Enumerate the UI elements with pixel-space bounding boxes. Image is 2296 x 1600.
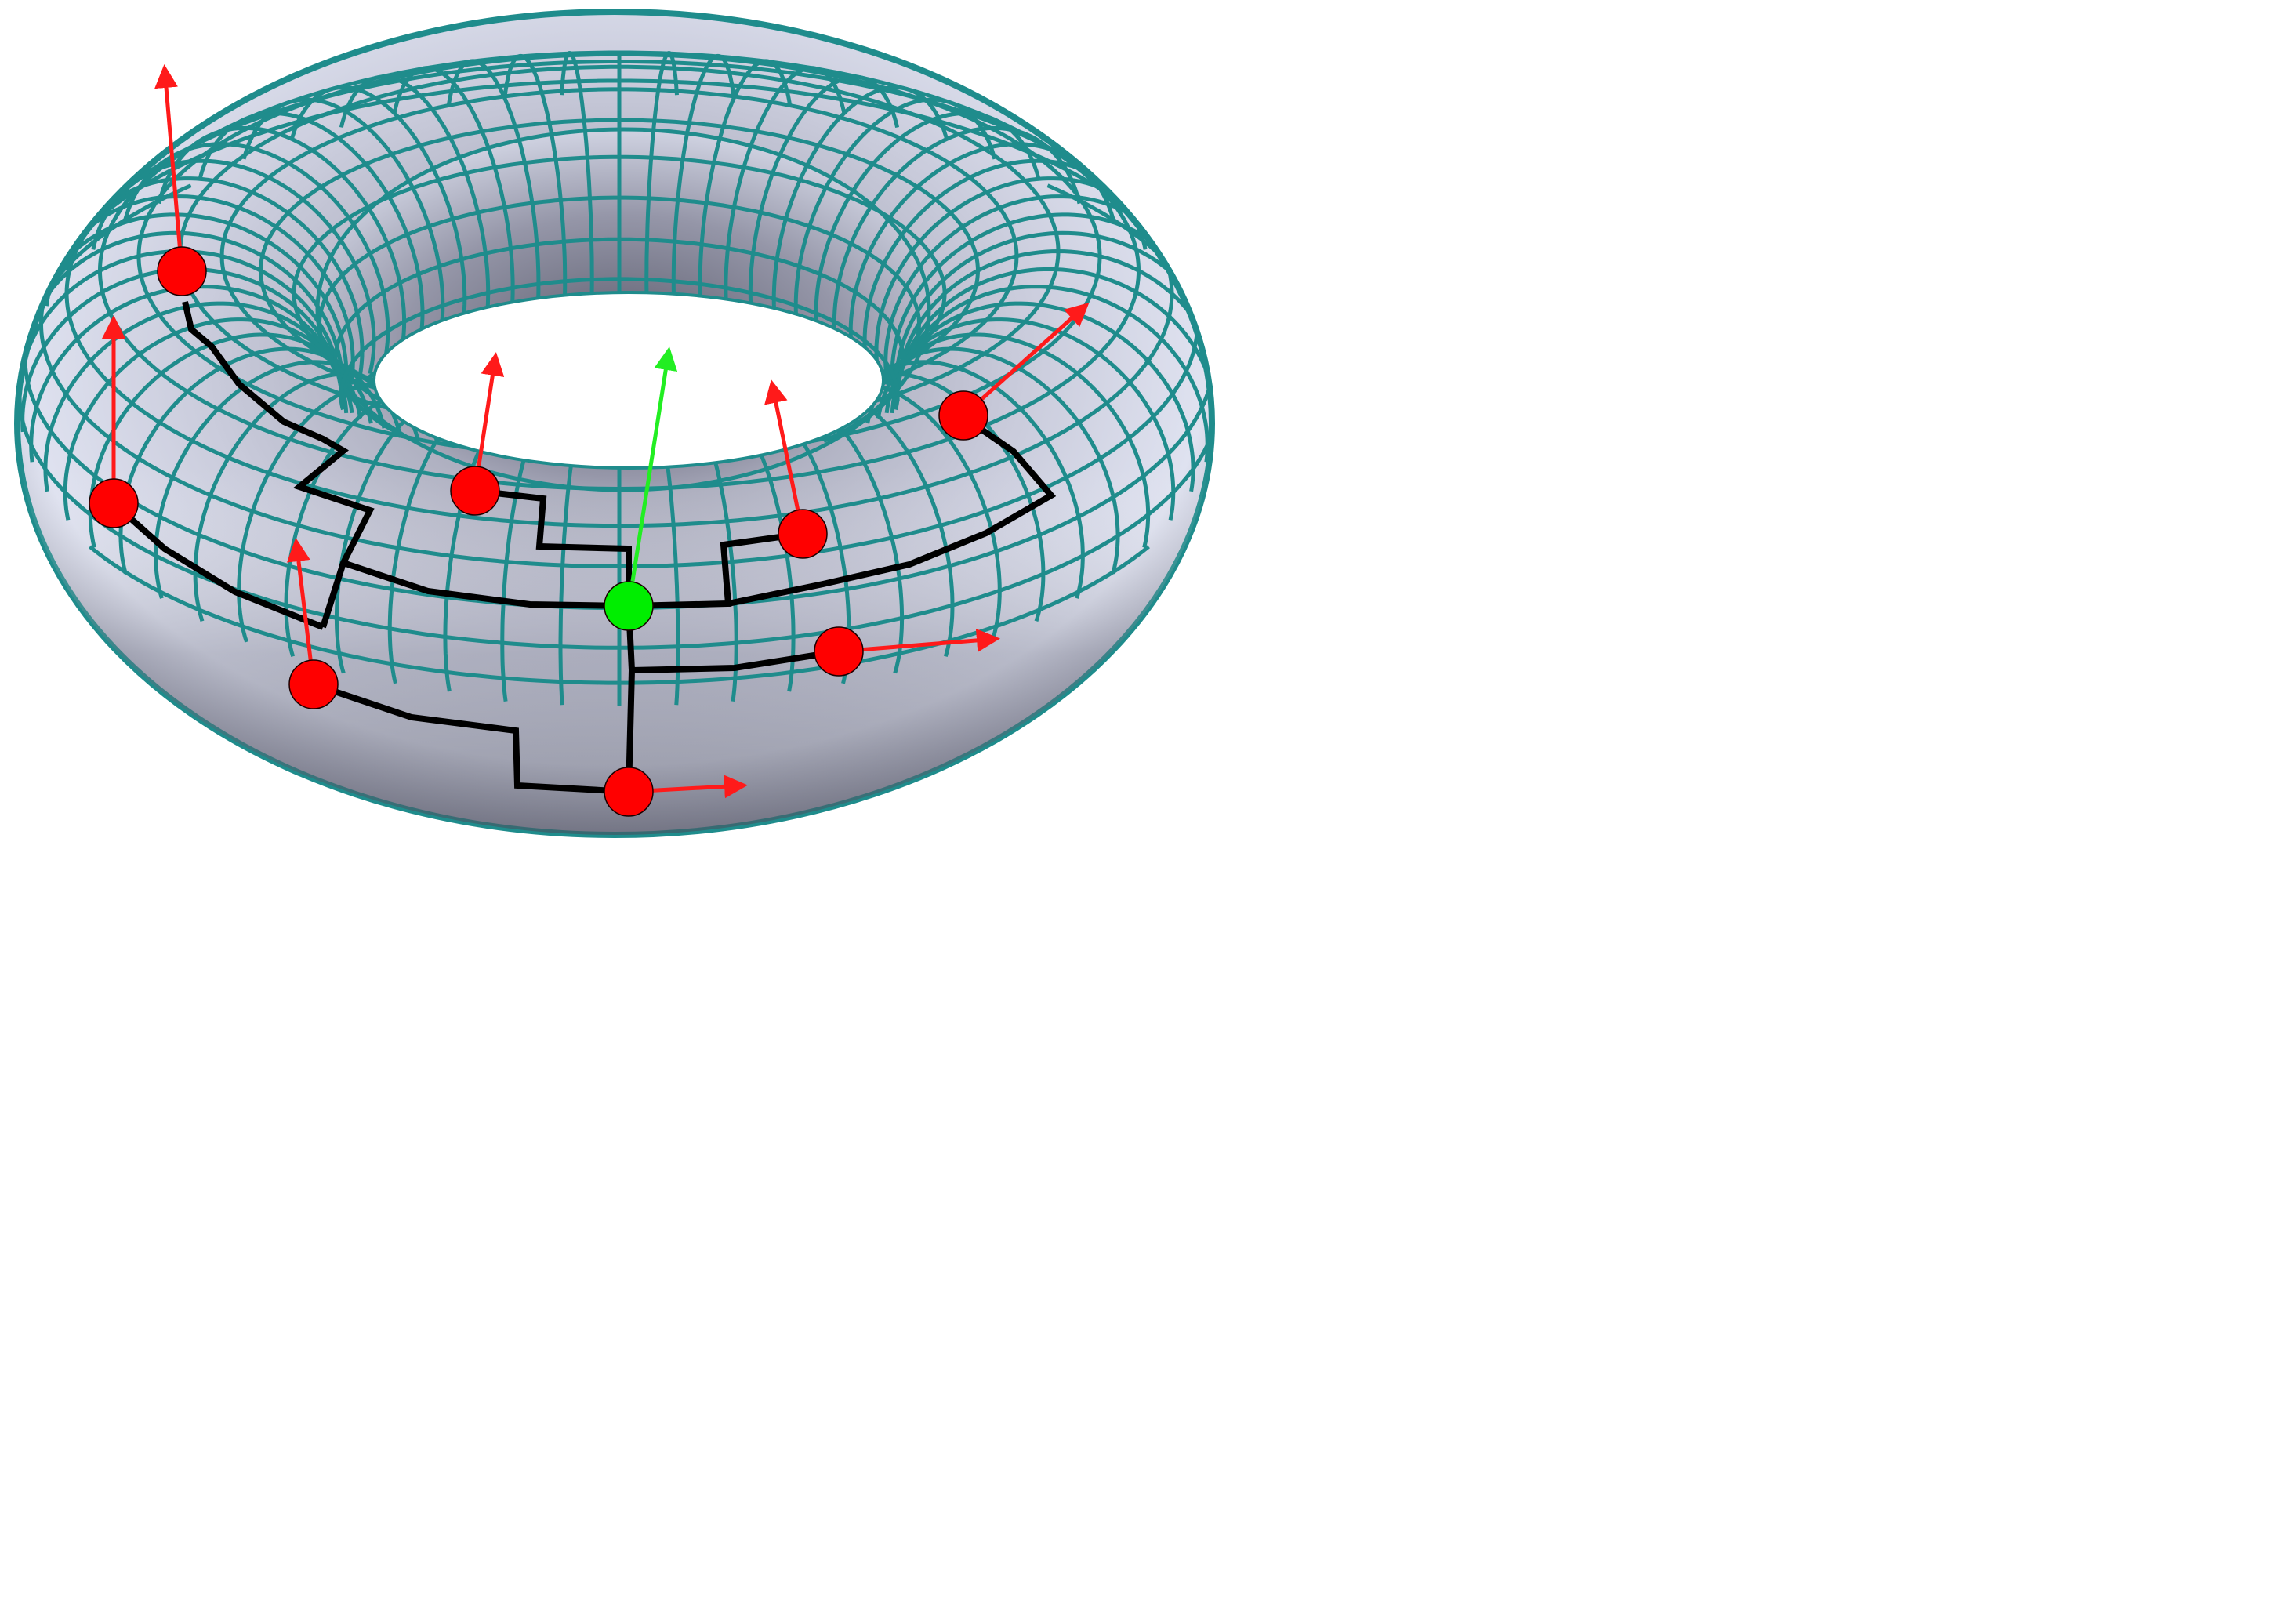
- mesh-line: [500, 643, 508, 702]
- mesh-line: [89, 545, 1150, 685]
- mesh-line: [771, 85, 949, 350]
- mesh-line: [334, 618, 346, 674]
- normal-arrow-up-right: [962, 302, 1090, 417]
- spanning-tree: [111, 301, 1057, 795]
- mesh-line: [1215, 366, 1219, 396]
- mesh-line: [793, 97, 997, 358]
- root-normal-arrow: [626, 346, 678, 607]
- mesh-line: [1111, 535, 1120, 575]
- leaf-node: [938, 390, 988, 441]
- mesh-line: [1142, 514, 1151, 548]
- mesh-line: [19, 365, 1210, 650]
- mesh-line: [97, 50, 1141, 492]
- torus-diagram: [0, 0, 1229, 857]
- mesh-line: [443, 637, 452, 692]
- mesh-line: [118, 535, 128, 575]
- mesh-line: [1216, 421, 1217, 432]
- leaf-node: [814, 626, 864, 677]
- mesh-line: [558, 646, 564, 706]
- tree-edge: [727, 424, 1057, 607]
- tree-edge: [474, 488, 632, 606]
- torus-scene: [14, 9, 1219, 838]
- mesh-line: [1168, 492, 1176, 521]
- mesh-line: [193, 574, 205, 622]
- mesh-line: [43, 469, 49, 492]
- tree-edge: [312, 681, 629, 795]
- leaf-node: [157, 246, 207, 296]
- mesh-line: [822, 358, 905, 443]
- normal-arrow-up: [154, 64, 184, 272]
- mesh-line: [289, 85, 467, 350]
- torus-hole: [372, 291, 885, 470]
- leaf-node: [450, 466, 500, 516]
- mesh-line: [894, 395, 900, 411]
- mesh-line: [333, 237, 905, 443]
- tree-edge: [626, 605, 840, 674]
- mesh-line: [1189, 469, 1195, 492]
- mesh-line: [787, 637, 796, 692]
- mesh-line: [1034, 574, 1046, 622]
- leaf-node: [89, 478, 139, 528]
- mesh-line: [943, 605, 955, 658]
- mesh-line: [387, 628, 397, 684]
- mesh-line: [136, 52, 1102, 460]
- normal-arrow-up: [764, 379, 805, 535]
- tree-edge: [182, 301, 375, 629]
- mesh-line: [674, 646, 680, 706]
- tree-edge: [342, 560, 629, 609]
- mesh-line: [241, 97, 445, 358]
- tree-edge: [111, 501, 325, 630]
- leaf-node: [604, 767, 654, 817]
- normal-arrow-right: [838, 628, 1000, 654]
- leaf-node: [288, 659, 339, 709]
- root-node: [604, 581, 654, 631]
- mesh-line: [88, 514, 96, 548]
- mesh-line: [339, 277, 900, 411]
- tree-nodes: [89, 246, 988, 817]
- leaf-node: [778, 509, 828, 559]
- mesh-line: [731, 643, 738, 702]
- tree-edge: [628, 531, 803, 609]
- mesh-line: [63, 492, 71, 521]
- mesh-line: [237, 590, 248, 643]
